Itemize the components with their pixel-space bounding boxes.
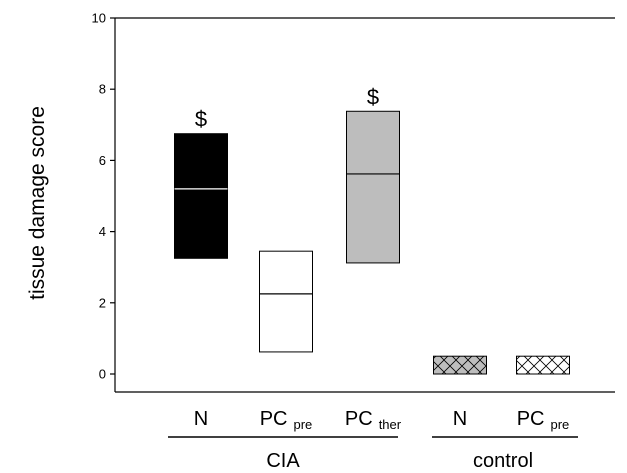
category-main-label: PC (345, 408, 373, 430)
y-tick-label: 10 (92, 11, 106, 26)
y-ticks: 0 2 4 6 8 10 (92, 11, 115, 382)
boxes: $$ (174, 84, 570, 375)
box-3 (433, 355, 487, 375)
category-sub-label: pre (551, 417, 570, 432)
significance-mark: $ (195, 107, 207, 132)
x-category-label: N (453, 408, 467, 430)
category-main-label: PC (260, 408, 288, 430)
x-category-label: PC pre (517, 408, 570, 432)
box-4 (516, 355, 570, 375)
y-axis-title: tissue damage score (26, 106, 49, 300)
category-main-label: N (453, 408, 467, 430)
group-labels: CIA control (168, 436, 578, 472)
y-tick-label: 8 (99, 82, 106, 97)
category-sub-label: ther (379, 417, 402, 432)
group-label-control: control (473, 450, 533, 472)
y-tick-label: 6 (99, 153, 106, 168)
box-2 (346, 110, 400, 264)
significance-mark: $ (367, 84, 379, 109)
box-1 (259, 250, 313, 353)
x-category-label: PC pre (260, 408, 313, 432)
group-label-cia: CIA (266, 450, 300, 472)
x-category-label: N (194, 408, 208, 430)
category-main-label: N (194, 408, 208, 430)
category-main-label: PC (517, 408, 545, 430)
y-tick-label: 0 (99, 367, 106, 382)
category-sub-label: pre (294, 417, 313, 432)
x-category-label: PC ther (345, 408, 402, 432)
y-tick-label: 2 (99, 295, 106, 310)
y-tick-label: 4 (99, 224, 106, 239)
box-0 (174, 133, 228, 259)
x-category-labels: N PC pre PC ther N PC pre (194, 408, 570, 432)
